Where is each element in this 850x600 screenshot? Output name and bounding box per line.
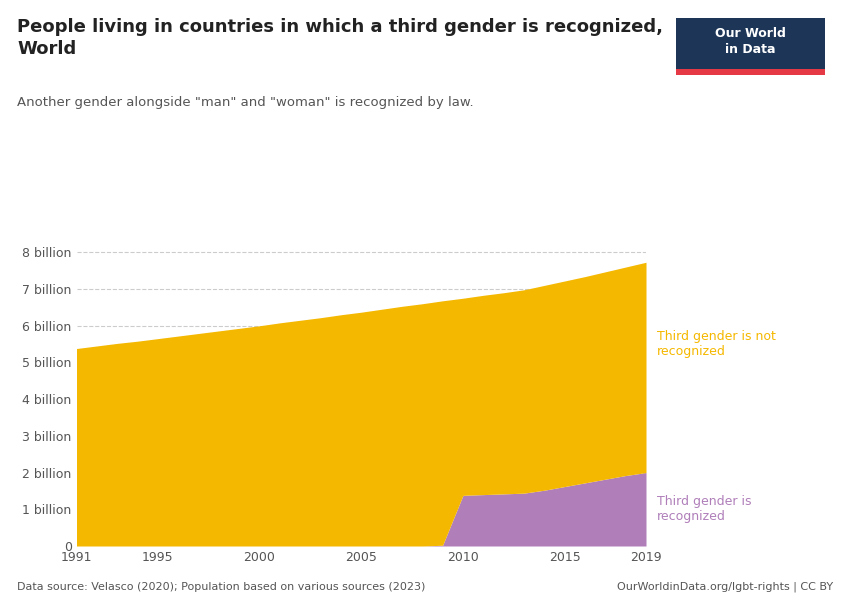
Text: OurWorldinData.org/lgbt-rights | CC BY: OurWorldinData.org/lgbt-rights | CC BY [617,582,833,592]
Text: Third gender is not
recognized: Third gender is not recognized [657,330,776,358]
Text: People living in countries in which a third gender is recognized,
World: People living in countries in which a th… [17,18,663,58]
Text: Our World
in Data: Our World in Data [715,27,785,56]
Text: Another gender alongside "man" and "woman" is recognized by law.: Another gender alongside "man" and "woma… [17,96,473,109]
Text: Data source: Velasco (2020); Population based on various sources (2023): Data source: Velasco (2020); Population … [17,582,425,592]
Text: Third gender is
recognized: Third gender is recognized [657,495,751,523]
